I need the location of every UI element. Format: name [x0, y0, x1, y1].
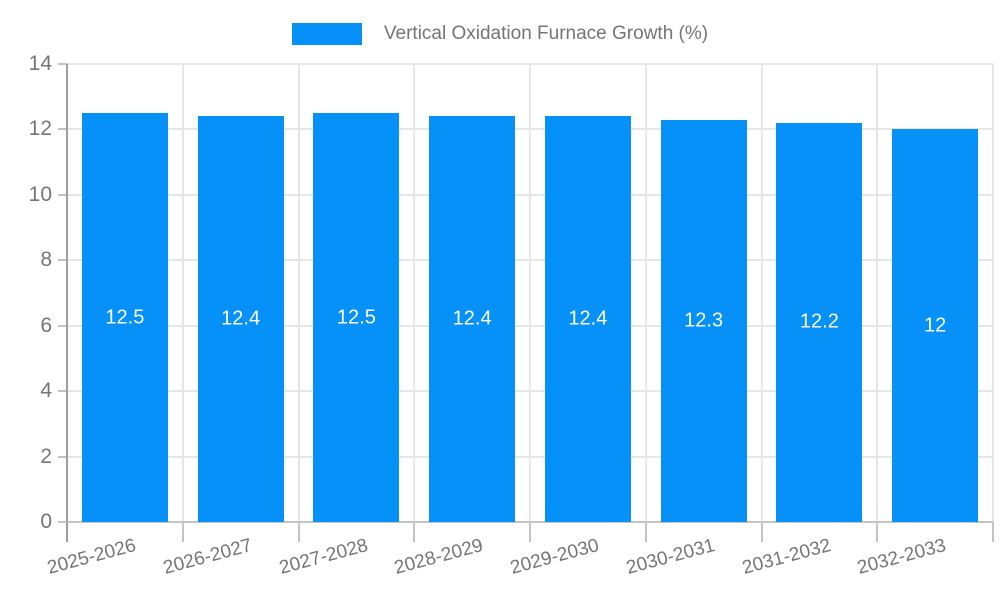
- legend-label: Vertical Oxidation Furnace Growth (%): [383, 23, 709, 44]
- bar-2032-2033[interactable]: [892, 129, 979, 522]
- y-axis-tick-label: 10: [28, 182, 52, 206]
- x-gridline: [529, 64, 531, 522]
- x-axis-category-label: 2032-2033: [855, 535, 949, 579]
- x-axis-category-label: 2025-2026: [45, 535, 139, 579]
- bar-value-label: 12.4: [568, 307, 608, 330]
- bar-value-label: 12.3: [684, 309, 724, 332]
- bar-2029-2030[interactable]: [544, 116, 631, 522]
- bar-2031-2032[interactable]: [776, 122, 863, 522]
- y-axis-tick: [58, 63, 67, 65]
- bar-value-label: 12: [924, 314, 947, 337]
- bar-2030-2031[interactable]: [660, 119, 747, 522]
- bar-value-label: 12.5: [336, 306, 376, 329]
- x-axis-tick: [876, 522, 879, 542]
- x-gridline: [644, 64, 647, 522]
- x-axis-category-label: 2031-2032: [739, 535, 833, 579]
- x-gridline: [181, 64, 184, 522]
- bar-value-label: 12.2: [799, 310, 839, 333]
- bar-2026-2027[interactable]: [197, 116, 284, 522]
- bar-2025-2026[interactable]: [81, 113, 168, 522]
- x-axis-tick: [297, 522, 300, 542]
- y-axis-tick-label: 12: [28, 117, 52, 141]
- x-axis-category-label: 2026-2027: [160, 535, 255, 579]
- x-axis-category-label: 2030-2031: [623, 535, 718, 579]
- y-axis-tick-label: 6: [40, 313, 52, 337]
- x-gridline: [876, 64, 879, 522]
- x-gridline: [413, 64, 416, 522]
- y-axis-tick: [58, 521, 67, 523]
- y-axis-tick-label: 4: [40, 379, 52, 403]
- legend-swatch: [291, 23, 362, 45]
- x-axis-category-label: 2029-2030: [508, 535, 602, 579]
- x-axis-tick: [181, 522, 184, 542]
- legend[interactable]: Vertical Oxidation Furnace Growth (%): [0, 21, 1000, 47]
- x-gridline: [297, 64, 300, 522]
- x-axis-category-label: 2027-2028: [276, 535, 370, 579]
- x-axis-category-label: 2028-2029: [392, 535, 486, 579]
- x-axis-tick: [529, 522, 531, 542]
- y-axis-tick: [58, 390, 67, 393]
- y-axis-tick: [58, 259, 67, 262]
- y-axis-tick-label: 0: [40, 510, 52, 533]
- bar-2028-2029[interactable]: [429, 116, 516, 522]
- x-axis-tick: [992, 522, 994, 542]
- y-axis-tick: [58, 128, 67, 131]
- x-axis-tick: [644, 522, 647, 542]
- x-gridline: [760, 64, 763, 522]
- y-axis-tick: [58, 455, 67, 458]
- bar-value-label: 12.4: [452, 307, 492, 330]
- bar-2027-2028[interactable]: [313, 113, 400, 522]
- y-axis-tick-label: 14: [28, 52, 52, 75]
- x-gridline: [992, 64, 994, 522]
- y-axis-tick: [58, 193, 67, 196]
- y-axis-tick-label: 8: [40, 248, 52, 272]
- y-axis-tick: [58, 324, 67, 327]
- bar-value-label: 12.5: [105, 306, 145, 329]
- y-axis-line: [66, 64, 68, 542]
- x-axis-tick: [413, 522, 416, 542]
- bar-value-label: 12.4: [221, 307, 261, 330]
- x-axis-tick: [760, 522, 763, 542]
- x-axis-line: [67, 521, 993, 523]
- y-axis-tick-label: 2: [40, 444, 52, 468]
